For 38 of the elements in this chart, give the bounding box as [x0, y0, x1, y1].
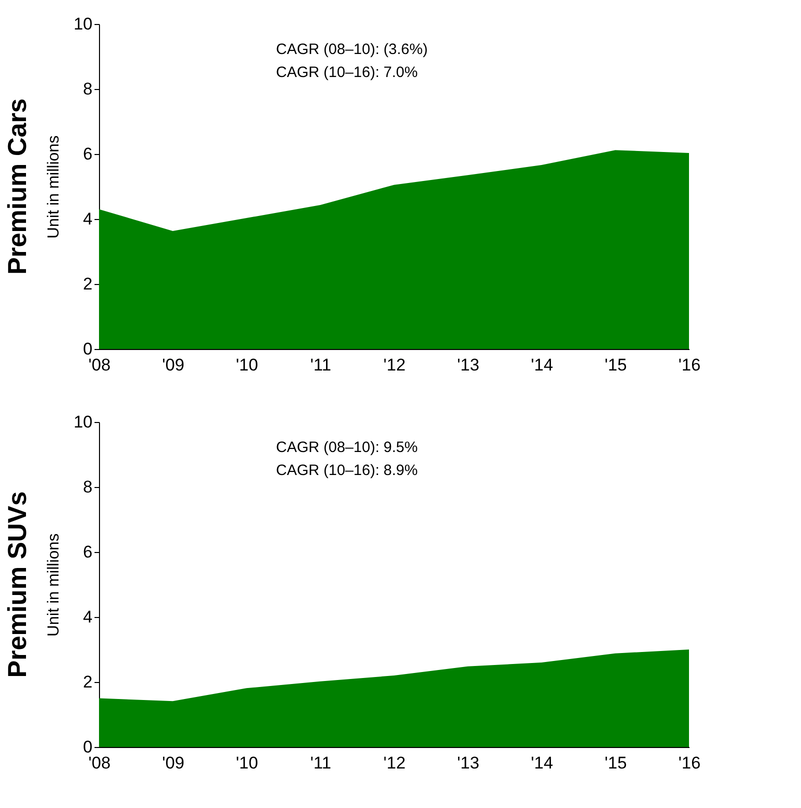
text: Premium Cars: [2, 98, 32, 275]
y-axis-title: Unit in millions: [46, 533, 63, 637]
x-tick-label: '10: [236, 356, 258, 374]
x-tick-label: '14: [530, 356, 554, 374]
y-tick-label: 4: [83, 608, 92, 626]
x-tick-label: '15: [604, 356, 627, 374]
annotation: CAGR (10–16): 7.0%: [276, 64, 418, 81]
y-tick-label: 4: [83, 210, 92, 228]
y-tick-label: 0: [83, 340, 92, 358]
y-tick-label: 8: [83, 478, 92, 496]
x-tick-label: '11: [310, 754, 332, 772]
y-tick-label: 2: [83, 672, 92, 692]
y-tick-label: 6: [83, 144, 92, 164]
x-tick-label: '16: [678, 754, 701, 772]
x-tick-label: '12: [383, 356, 406, 374]
x-tick-label: '11: [310, 356, 332, 374]
x-tick-label: '13: [457, 356, 480, 374]
x-tick-label: '09: [162, 754, 184, 772]
x-tick-label: '08: [88, 356, 111, 374]
x-tick-label: '14: [530, 754, 554, 772]
y-axis-title: Unit in millions: [46, 135, 63, 239]
annotation: CAGR (08–10): (3.6%): [276, 41, 428, 58]
y-tick-label: 8: [83, 80, 92, 98]
x-tick-label: '08: [88, 754, 111, 772]
y-tick-label: 10: [74, 14, 92, 34]
y-tick-label: 2: [83, 274, 92, 294]
y-tick-label: 0: [83, 738, 92, 756]
annotation: CAGR (10–16): 8.9%: [276, 462, 418, 479]
x-tick-label: '16: [678, 356, 701, 374]
x-tick-label: '09: [162, 356, 184, 374]
y-tick-label: 6: [83, 542, 92, 562]
x-tick-label: '10: [236, 754, 258, 772]
x-tick-label: '13: [457, 754, 480, 772]
x-tick-label: '15: [604, 754, 627, 772]
text: Premium SUVs: [2, 491, 32, 678]
annotation: CAGR (08–10): 9.5%: [276, 439, 418, 456]
y-tick-label: 10: [74, 412, 92, 432]
x-tick-label: '12: [383, 754, 406, 772]
